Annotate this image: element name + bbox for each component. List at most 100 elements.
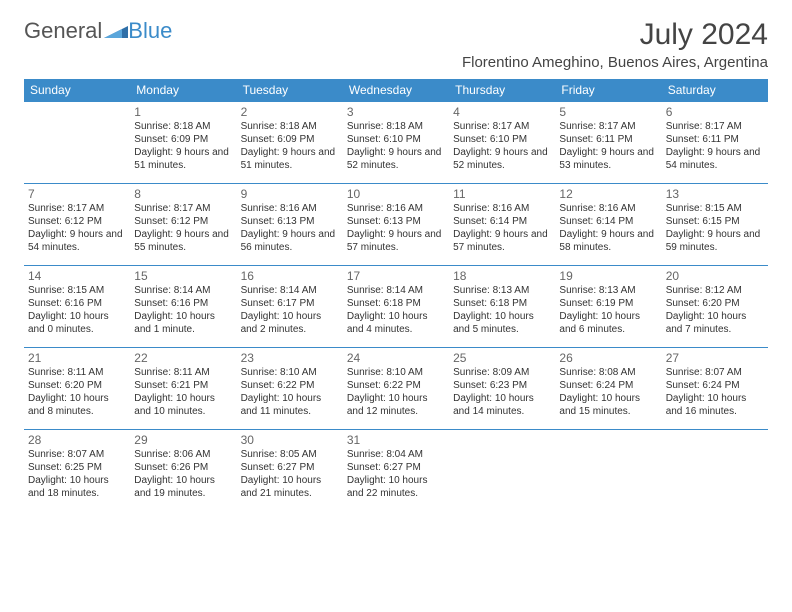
daylight-value: 10 hours and 16 minutes. xyxy=(666,393,747,417)
day-header: Friday xyxy=(555,79,661,102)
day-details: Sunrise: 8:14 AMSunset: 6:17 PMDaylight:… xyxy=(241,284,339,336)
calendar-cell: 15Sunrise: 8:14 AMSunset: 6:16 PMDayligh… xyxy=(130,266,236,348)
day-header: Wednesday xyxy=(343,79,449,102)
sunrise-value: 8:08 AM xyxy=(599,367,636,378)
day-details: Sunrise: 8:07 AMSunset: 6:24 PMDaylight:… xyxy=(666,366,764,418)
sunrise-value: 8:15 AM xyxy=(705,203,742,214)
daylight-value: 9 hours and 54 minutes. xyxy=(28,229,123,253)
day-number: 22 xyxy=(134,351,232,365)
sunset-value: 6:27 PM xyxy=(277,462,314,473)
sunrise-value: 8:16 AM xyxy=(493,203,530,214)
sunrise-value: 8:16 AM xyxy=(599,203,636,214)
day-header: Sunday xyxy=(24,79,130,102)
sunrise-value: 8:17 AM xyxy=(493,121,530,132)
day-number: 3 xyxy=(347,105,445,119)
page-title: July 2024 xyxy=(462,18,768,52)
sunrise-value: 8:14 AM xyxy=(386,285,423,296)
day-number: 21 xyxy=(28,351,126,365)
calendar-cell: 22Sunrise: 8:11 AMSunset: 6:21 PMDayligh… xyxy=(130,348,236,430)
sunrise-value: 8:18 AM xyxy=(386,121,423,132)
sunrise-value: 8:11 AM xyxy=(67,367,103,378)
sunset-value: 6:18 PM xyxy=(490,298,527,309)
daylight-value: 10 hours and 14 minutes. xyxy=(453,393,534,417)
sunset-value: 6:11 PM xyxy=(702,134,739,145)
sunset-value: 6:25 PM xyxy=(65,462,102,473)
sunset-value: 6:13 PM xyxy=(384,216,421,227)
day-number: 10 xyxy=(347,187,445,201)
sunset-value: 6:23 PM xyxy=(490,380,527,391)
sunset-value: 6:15 PM xyxy=(702,216,739,227)
day-number: 31 xyxy=(347,433,445,447)
daylight-value: 10 hours and 21 minutes. xyxy=(241,475,322,499)
day-number: 30 xyxy=(241,433,339,447)
day-number: 16 xyxy=(241,269,339,283)
calendar-cell: 9Sunrise: 8:16 AMSunset: 6:13 PMDaylight… xyxy=(237,184,343,266)
sunrise-value: 8:17 AM xyxy=(599,121,636,132)
calendar-cell: 12Sunrise: 8:16 AMSunset: 6:14 PMDayligh… xyxy=(555,184,661,266)
day-number: 11 xyxy=(453,187,551,201)
calendar-cell xyxy=(662,430,768,512)
day-details: Sunrise: 8:14 AMSunset: 6:18 PMDaylight:… xyxy=(347,284,445,336)
day-details: Sunrise: 8:16 AMSunset: 6:14 PMDaylight:… xyxy=(559,202,657,254)
day-details: Sunrise: 8:12 AMSunset: 6:20 PMDaylight:… xyxy=(666,284,764,336)
calendar-cell: 7Sunrise: 8:17 AMSunset: 6:12 PMDaylight… xyxy=(24,184,130,266)
daylight-value: 9 hours and 57 minutes. xyxy=(347,229,442,253)
daylight-value: 10 hours and 18 minutes. xyxy=(28,475,109,499)
calendar-cell: 26Sunrise: 8:08 AMSunset: 6:24 PMDayligh… xyxy=(555,348,661,430)
day-number: 4 xyxy=(453,105,551,119)
day-details: Sunrise: 8:10 AMSunset: 6:22 PMDaylight:… xyxy=(241,366,339,418)
day-number: 2 xyxy=(241,105,339,119)
sunrise-value: 8:06 AM xyxy=(174,449,211,460)
day-details: Sunrise: 8:17 AMSunset: 6:11 PMDaylight:… xyxy=(666,120,764,172)
daylight-value: 9 hours and 52 minutes. xyxy=(453,147,548,171)
calendar-cell: 31Sunrise: 8:04 AMSunset: 6:27 PMDayligh… xyxy=(343,430,449,512)
daylight-value: 9 hours and 51 minutes. xyxy=(241,147,336,171)
sunrise-value: 8:17 AM xyxy=(174,203,211,214)
calendar-row: 21Sunrise: 8:11 AMSunset: 6:20 PMDayligh… xyxy=(24,348,768,430)
sunset-value: 6:21 PM xyxy=(171,380,208,391)
sunset-value: 6:14 PM xyxy=(490,216,527,227)
day-number: 18 xyxy=(453,269,551,283)
sunset-value: 6:18 PM xyxy=(384,298,421,309)
sunrise-value: 8:11 AM xyxy=(174,367,210,378)
sunset-value: 6:14 PM xyxy=(596,216,633,227)
day-details: Sunrise: 8:13 AMSunset: 6:18 PMDaylight:… xyxy=(453,284,551,336)
sunrise-value: 8:16 AM xyxy=(280,203,317,214)
calendar-row: 7Sunrise: 8:17 AMSunset: 6:12 PMDaylight… xyxy=(24,184,768,266)
sunrise-value: 8:13 AM xyxy=(493,285,530,296)
day-details: Sunrise: 8:07 AMSunset: 6:25 PMDaylight:… xyxy=(28,448,126,500)
calendar-cell: 19Sunrise: 8:13 AMSunset: 6:19 PMDayligh… xyxy=(555,266,661,348)
sunset-value: 6:12 PM xyxy=(65,216,102,227)
calendar-row: 28Sunrise: 8:07 AMSunset: 6:25 PMDayligh… xyxy=(24,430,768,512)
calendar-row: 1Sunrise: 8:18 AMSunset: 6:09 PMDaylight… xyxy=(24,102,768,184)
calendar-cell: 23Sunrise: 8:10 AMSunset: 6:22 PMDayligh… xyxy=(237,348,343,430)
calendar-cell: 8Sunrise: 8:17 AMSunset: 6:12 PMDaylight… xyxy=(130,184,236,266)
logo: General Blue xyxy=(24,18,172,44)
calendar-cell: 29Sunrise: 8:06 AMSunset: 6:26 PMDayligh… xyxy=(130,430,236,512)
sunrise-value: 8:05 AM xyxy=(280,449,317,460)
day-number: 12 xyxy=(559,187,657,201)
sunset-value: 6:27 PM xyxy=(384,462,421,473)
calendar-cell: 17Sunrise: 8:14 AMSunset: 6:18 PMDayligh… xyxy=(343,266,449,348)
sunset-value: 6:20 PM xyxy=(702,298,739,309)
day-number: 1 xyxy=(134,105,232,119)
day-details: Sunrise: 8:13 AMSunset: 6:19 PMDaylight:… xyxy=(559,284,657,336)
day-number: 13 xyxy=(666,187,764,201)
calendar-cell: 21Sunrise: 8:11 AMSunset: 6:20 PMDayligh… xyxy=(24,348,130,430)
sunset-value: 6:13 PM xyxy=(277,216,314,227)
day-details: Sunrise: 8:09 AMSunset: 6:23 PMDaylight:… xyxy=(453,366,551,418)
calendar-cell: 1Sunrise: 8:18 AMSunset: 6:09 PMDaylight… xyxy=(130,102,236,184)
daylight-value: 9 hours and 51 minutes. xyxy=(134,147,229,171)
daylight-value: 10 hours and 22 minutes. xyxy=(347,475,428,499)
day-details: Sunrise: 8:11 AMSunset: 6:20 PMDaylight:… xyxy=(28,366,126,418)
daylight-value: 10 hours and 19 minutes. xyxy=(134,475,215,499)
page-subtitle: Florentino Ameghino, Buenos Aires, Argen… xyxy=(462,54,768,71)
day-number: 6 xyxy=(666,105,764,119)
calendar-cell xyxy=(24,102,130,184)
day-details: Sunrise: 8:11 AMSunset: 6:21 PMDaylight:… xyxy=(134,366,232,418)
daylight-value: 10 hours and 2 minutes. xyxy=(241,311,322,335)
day-details: Sunrise: 8:17 AMSunset: 6:12 PMDaylight:… xyxy=(28,202,126,254)
calendar-cell: 10Sunrise: 8:16 AMSunset: 6:13 PMDayligh… xyxy=(343,184,449,266)
sunrise-value: 8:18 AM xyxy=(174,121,211,132)
sunset-value: 6:16 PM xyxy=(65,298,102,309)
